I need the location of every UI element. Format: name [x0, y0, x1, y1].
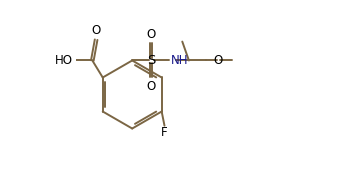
Text: HO: HO: [54, 54, 72, 67]
Text: NH: NH: [171, 54, 188, 67]
Text: S: S: [147, 54, 155, 67]
Text: O: O: [91, 24, 101, 37]
Text: F: F: [161, 126, 168, 139]
Text: O: O: [214, 54, 223, 67]
Text: O: O: [147, 28, 156, 41]
Text: O: O: [147, 80, 156, 93]
